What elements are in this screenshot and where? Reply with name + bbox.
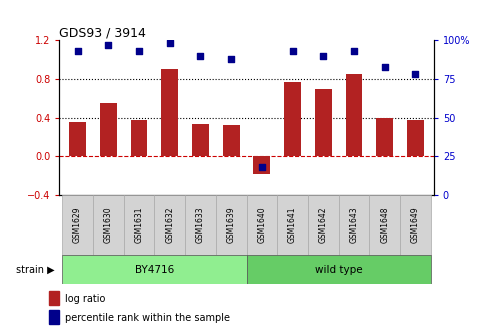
Point (73, 48, 81, 54)
Point (350, 48, 358, 54)
Point (412, 72, 420, 77)
Text: GSM1631: GSM1631 (135, 207, 143, 243)
Text: GSM1649: GSM1649 (411, 207, 420, 244)
Text: BY4716: BY4716 (135, 265, 174, 275)
Bar (369, 195, 400, 255)
Point (197, 53, 205, 58)
Bar (400, 195, 431, 255)
Text: GSM1639: GSM1639 (227, 207, 236, 244)
Bar (284, 82, 301, 156)
Bar (246, 255, 431, 284)
Bar (277, 195, 308, 255)
Bar (93, 195, 124, 255)
Text: GDS93 / 3914: GDS93 / 3914 (59, 26, 146, 39)
Point (105, 42, 112, 48)
Bar (339, 195, 369, 255)
Bar (246, 195, 277, 255)
Point (135, 48, 143, 54)
Bar (407, 121, 424, 156)
Bar (100, 103, 117, 156)
Text: GSM1640: GSM1640 (257, 207, 266, 244)
Bar (308, 195, 339, 255)
Bar (49, 310, 59, 324)
Text: GSM1641: GSM1641 (288, 207, 297, 243)
Bar (62, 195, 93, 255)
Bar (124, 195, 154, 255)
Bar (62, 255, 246, 284)
Text: GSM1642: GSM1642 (319, 207, 328, 243)
Point (381, 64, 388, 69)
Text: wild type: wild type (315, 265, 362, 275)
Bar (131, 121, 147, 156)
Text: GSM1629: GSM1629 (73, 207, 82, 243)
Point (227, 56, 235, 61)
Text: strain ▶: strain ▶ (16, 265, 54, 275)
Bar (185, 195, 216, 255)
Bar (161, 69, 178, 156)
Bar (253, 156, 270, 174)
Text: log ratio: log ratio (65, 294, 106, 303)
Point (288, 48, 296, 54)
Bar (49, 291, 59, 305)
Point (166, 41, 174, 46)
Bar (216, 195, 246, 255)
Point (258, 164, 266, 170)
Text: GSM1630: GSM1630 (104, 207, 113, 244)
Bar (376, 118, 393, 156)
Text: GSM1643: GSM1643 (350, 207, 358, 244)
Bar (315, 89, 332, 156)
Point (319, 53, 327, 58)
Text: GSM1633: GSM1633 (196, 207, 205, 244)
Text: GSM1648: GSM1648 (380, 207, 389, 243)
Bar (223, 125, 240, 156)
Text: percentile rank within the sample: percentile rank within the sample (65, 312, 230, 323)
Bar (69, 122, 86, 156)
Text: GSM1632: GSM1632 (165, 207, 174, 243)
Bar (346, 74, 362, 156)
Bar (154, 195, 185, 255)
Bar (192, 124, 209, 156)
